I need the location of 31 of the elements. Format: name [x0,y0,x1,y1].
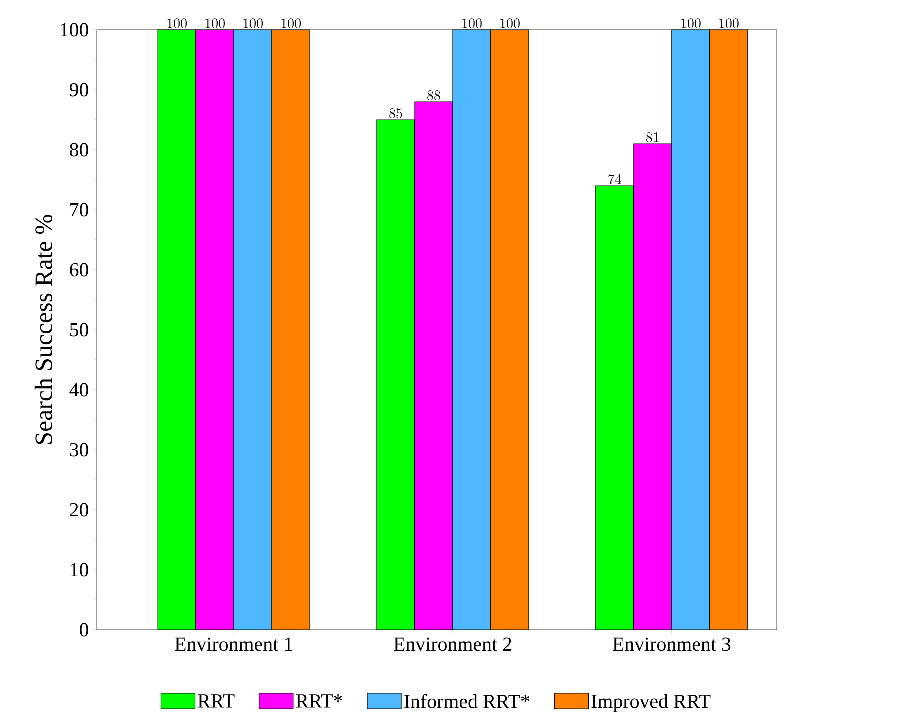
data-label: 100 [462,18,482,28]
x-tick-label: Environment 3 [613,638,731,652]
y-tick-label: 40 [70,383,88,397]
data-label: 74 [608,174,622,184]
y-tick-label: 80 [70,143,88,157]
legend-label: RRT [198,694,235,708]
data-label: 88 [428,90,440,100]
y-tick-label: 0 [80,623,88,637]
data-label: 100 [720,18,739,28]
y-tick-label: 10 [71,563,88,577]
y-tick-label: 70 [70,203,88,217]
data-label: 100 [168,18,187,28]
y-axis-title: Search Success Rate % [34,214,52,444]
data-label: 100 [206,18,225,28]
data-label: 100 [500,18,520,28]
y-tick-label: 90 [70,83,88,97]
y-tick-label: 60 [70,263,88,277]
legend-label: Informed RRT* [404,694,530,708]
data-label: 100 [244,18,263,28]
data-label: 81 [646,132,659,142]
legend-label: Improved RRT [592,694,711,712]
y-tick-label: 100 [61,23,88,37]
y-tick-label: 20 [70,503,88,517]
data-label: 100 [282,18,301,28]
y-tick-label: 30 [70,443,88,457]
y-tick-label: 50 [70,323,88,337]
data-label: 85 [390,108,402,118]
data-label: 100 [682,18,701,28]
x-tick-label: Environment 2 [394,638,512,652]
legend-label: RRT* [296,694,342,708]
x-tick-label: Environment 1 [175,638,292,652]
